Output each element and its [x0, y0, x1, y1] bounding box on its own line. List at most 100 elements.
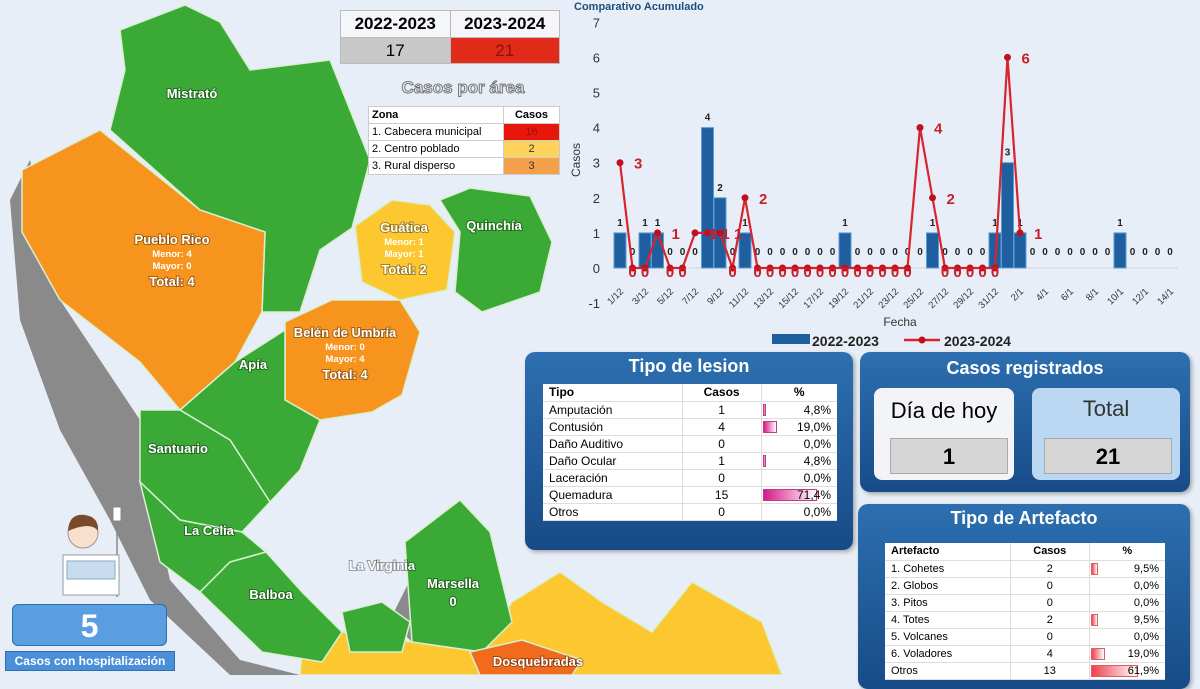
bar-data-label: 0	[980, 247, 986, 258]
registered-title: Casos registrados	[946, 358, 1104, 378]
bar	[638, 232, 652, 269]
bar-data-label: 0	[1155, 247, 1161, 258]
zona-cell: 2. Centro poblado	[368, 140, 504, 158]
x-tick-label: 15/12	[777, 286, 802, 311]
region-quinchia[interactable]	[438, 187, 553, 313]
line-point	[991, 264, 999, 272]
bar	[738, 232, 752, 269]
region-la-virginia[interactable]	[341, 601, 411, 653]
percent-data-bar	[762, 420, 777, 433]
line-data-label: 0	[966, 264, 974, 281]
legend-bar-swatch	[772, 334, 810, 344]
line-data-label: 0	[903, 264, 911, 281]
count-cell: 2	[1010, 560, 1089, 578]
percent-data-bar	[762, 454, 767, 467]
percent-cell: 9,5%	[1088, 560, 1165, 578]
label-cell: Laceración	[543, 469, 683, 487]
count-cell: 4	[681, 418, 761, 436]
percent-cell: 0,0%	[760, 469, 837, 487]
region-balboa[interactable]	[198, 551, 343, 663]
label-cell: 4. Totes	[885, 611, 1011, 629]
bar-data-label: 0	[1142, 247, 1148, 258]
bar-data-label: 0	[792, 247, 798, 258]
y-tick-label: 6	[593, 50, 600, 65]
line-point	[879, 264, 886, 272]
bar-data-label: 1	[1117, 218, 1123, 229]
bar-data-label: 0	[942, 247, 948, 258]
table-row: Amputación 1 4,8%	[543, 401, 837, 419]
region-mistrato[interactable]	[109, 4, 371, 313]
bar-data-label: 0	[680, 247, 686, 258]
casos-cell: 3	[503, 157, 560, 175]
x-tick-label: 17/12	[802, 286, 827, 311]
y-tick-label: 3	[593, 156, 600, 171]
table-row: Daño Ocular 1 4,8%	[543, 452, 837, 470]
municipality-label: Santuario	[148, 441, 208, 456]
bar-data-label: 0	[805, 247, 811, 258]
municipality-stat: Menor: 0	[325, 342, 365, 353]
table-row: Daño Auditivo 0 0,0%	[543, 435, 837, 453]
line-point	[854, 264, 861, 272]
bar-data-label: 0	[1030, 247, 1036, 258]
count-cell: 2	[1010, 611, 1089, 629]
bar	[926, 232, 939, 269]
municipality-stat: Total: 4	[322, 367, 368, 382]
region-marsella[interactable]	[404, 498, 513, 653]
line-point	[966, 264, 974, 272]
legend-label: 2022-2023	[812, 333, 879, 349]
table-row: Otros 13 61,9%	[885, 662, 1165, 680]
line-data-label: 0	[778, 264, 786, 281]
line-data-label: 1	[722, 226, 730, 243]
municipality-label: Dosquebradas	[493, 654, 583, 669]
bar-data-label: 2	[717, 183, 723, 194]
bar-data-label: 0	[692, 247, 698, 258]
percent-data-bar	[762, 488, 817, 501]
bar	[1113, 232, 1127, 269]
x-tick-label: 7/12	[680, 286, 701, 307]
region-guatica[interactable]	[354, 199, 456, 301]
line-series	[618, 57, 1022, 273]
line-point	[1016, 229, 1024, 237]
line-data-label: 0	[791, 264, 799, 281]
total-label: Total	[1082, 396, 1130, 421]
y-tick-label: 7	[593, 15, 600, 30]
line-data-label: 0	[816, 264, 824, 281]
year-value: 17	[340, 37, 451, 64]
area-row: 3. Rural disperso 3	[368, 157, 560, 175]
table-row: Contusión 4 19,0%	[543, 418, 837, 436]
percent-cell: 61,9%	[1088, 662, 1165, 680]
bar-data-label: 0	[917, 247, 923, 258]
label-cell: Otros	[543, 503, 683, 521]
line-point	[791, 264, 799, 272]
municipality-stat: Menor: 4	[152, 249, 192, 260]
line-point	[979, 264, 986, 272]
today-label: Día de hoy	[890, 398, 998, 423]
line-data-label: 1	[734, 226, 742, 243]
x-tick-label: 21/12	[852, 286, 877, 311]
percent-cell: 71,4%	[760, 486, 837, 504]
line-point	[804, 264, 811, 272]
bar-data-label: 1	[742, 218, 748, 229]
label-cell: Daño Ocular	[543, 452, 683, 470]
percent-cell: 4,8%	[760, 452, 837, 470]
line-data-label: 0	[666, 264, 674, 281]
line-point	[779, 264, 786, 272]
line-data-label: 4	[934, 121, 943, 138]
municipality-label: La Virginia	[349, 558, 416, 573]
count-cell: 15	[681, 486, 761, 504]
bar-data-label: 1	[617, 218, 623, 229]
region-dosquebradas[interactable]	[468, 639, 584, 675]
header: Artefacto	[885, 543, 1011, 561]
line-data-label: 6	[1022, 50, 1030, 67]
municipality-label: Balboa	[249, 587, 293, 602]
count-cell: 0	[1010, 628, 1089, 646]
municipality-stat: Menor: 1	[384, 237, 424, 248]
x-tick-label: 8/1	[1084, 286, 1101, 303]
line-data-label: 0	[853, 264, 861, 281]
casos-cell: 16	[503, 123, 560, 141]
line-point	[629, 264, 636, 272]
line-point	[654, 229, 661, 237]
percent-cell: 0,0%	[760, 503, 837, 521]
count-cell: 0	[681, 435, 761, 453]
line-data-label: 0	[941, 264, 949, 281]
